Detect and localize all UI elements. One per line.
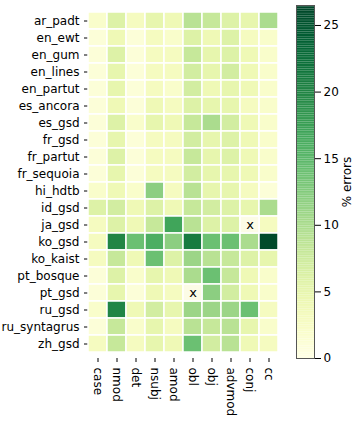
svg-text:15: 15	[324, 152, 339, 166]
svg-text:advmod: advmod	[224, 368, 238, 417]
svg-text:hi_hdtb: hi_hdtb	[35, 184, 79, 198]
svg-text:10: 10	[324, 218, 339, 232]
svg-text:en_gum: en_gum	[32, 48, 80, 62]
svg-text:en_partut: en_partut	[22, 82, 80, 96]
svg-text:ru_syntagrus: ru_syntagrus	[2, 320, 80, 334]
svg-text:obj: obj	[205, 368, 219, 386]
svg-text:det: det	[129, 368, 143, 388]
svg-text:pt_bosque: pt_bosque	[17, 269, 79, 283]
svg-text:25: 25	[324, 18, 339, 32]
svg-text:amod: amod	[167, 368, 181, 402]
svg-text:pt_gsd: pt_gsd	[40, 286, 80, 300]
svg-text:en_lines: en_lines	[31, 65, 80, 79]
svg-text:fr_gsd: fr_gsd	[43, 133, 80, 147]
svg-text:0: 0	[324, 351, 332, 365]
svg-text:x: x	[189, 285, 197, 300]
svg-text:fr_partut: fr_partut	[27, 150, 79, 164]
svg-text:ko_kaist: ko_kaist	[31, 252, 80, 266]
svg-text:ar_padt: ar_padt	[34, 14, 80, 28]
svg-text:20: 20	[324, 85, 339, 99]
svg-text:zh_gsd: zh_gsd	[38, 337, 79, 351]
svg-text:x: x	[246, 217, 254, 232]
svg-text:es_ancora: es_ancora	[19, 99, 80, 113]
svg-text:en_ewt: en_ewt	[37, 31, 80, 45]
svg-text:id_gsd: id_gsd	[41, 201, 79, 215]
svg-text:nsubj: nsubj	[148, 368, 162, 400]
svg-text:nmod: nmod	[110, 368, 124, 402]
svg-text:ja_gsd: ja_gsd	[40, 218, 79, 232]
svg-text:es_gsd: es_gsd	[38, 116, 79, 130]
svg-text:cc: cc	[262, 368, 276, 381]
svg-text:obl: obl	[186, 368, 200, 386]
svg-text:case: case	[91, 368, 105, 396]
svg-text:ko_gsd: ko_gsd	[38, 235, 79, 249]
svg-text:fr_sequoia: fr_sequoia	[17, 167, 79, 181]
svg-text:% errors: % errors	[340, 157, 354, 208]
svg-text:ru_gsd: ru_gsd	[39, 303, 79, 317]
svg-text:5: 5	[324, 285, 332, 299]
svg-text:conj: conj	[243, 368, 257, 393]
